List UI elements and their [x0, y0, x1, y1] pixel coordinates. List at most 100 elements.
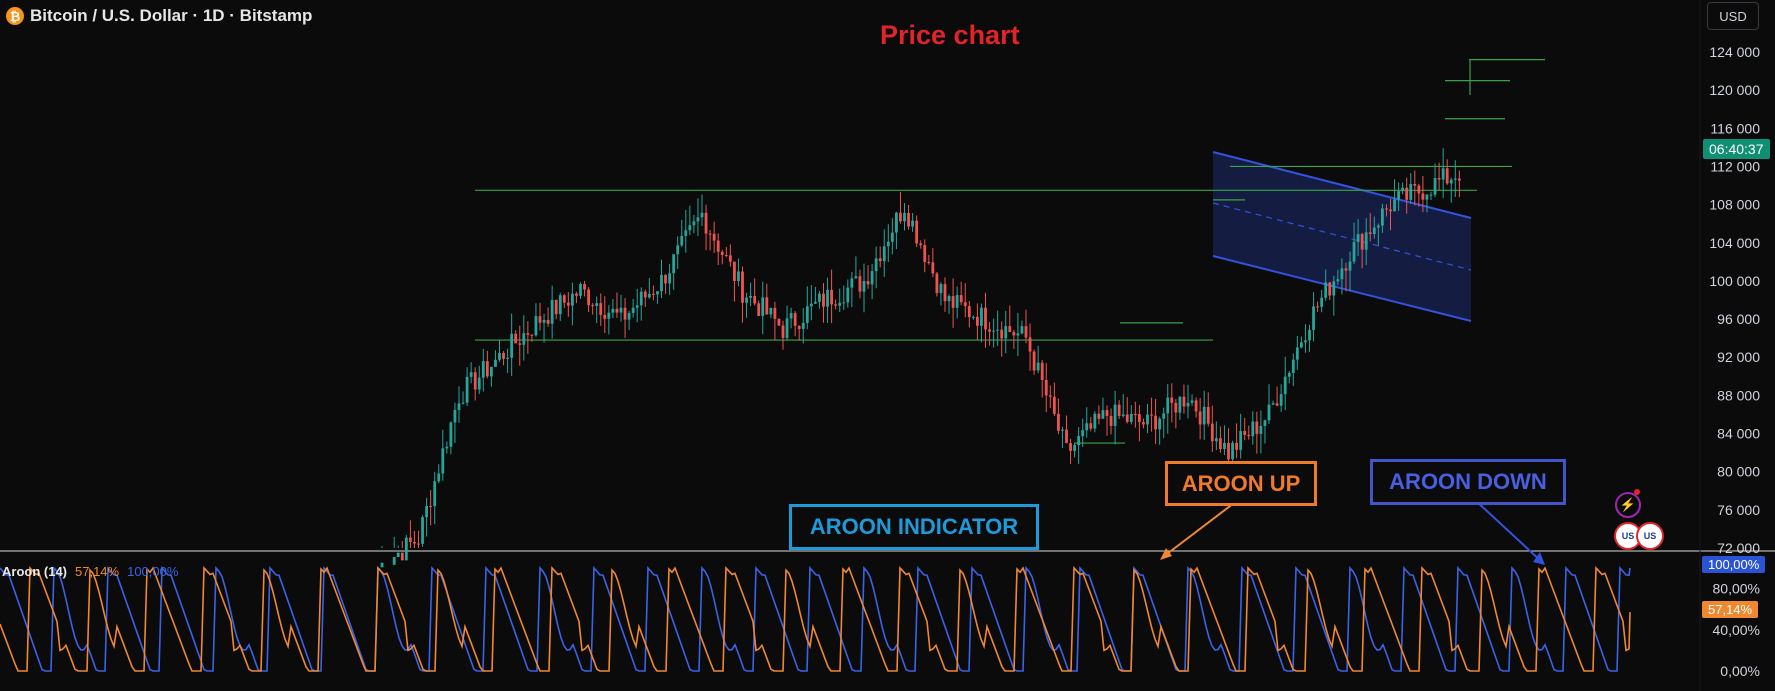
- candle-body: [777, 318, 781, 326]
- candle-body: [627, 312, 631, 320]
- lightning-icon[interactable]: ⚡: [1615, 492, 1641, 518]
- candle-body: [1381, 208, 1384, 226]
- candle-body: [1336, 279, 1340, 282]
- candle-body: [558, 295, 562, 315]
- candle-body: [1113, 404, 1117, 426]
- candle-body: [1008, 326, 1012, 333]
- candle-body: [769, 307, 773, 315]
- candle-body: [967, 306, 971, 318]
- candle-body: [631, 307, 635, 313]
- symbol-header[interactable]: ₿ Bitcoin / U.S. Dollar · 1D · Bitstamp: [6, 6, 312, 26]
- candle-body: [1437, 178, 1441, 180]
- candle-body: [793, 313, 797, 326]
- candle-body: [1401, 187, 1405, 192]
- candle-body: [1324, 282, 1328, 298]
- candle-body: [830, 289, 833, 305]
- candle-body: [1117, 404, 1121, 416]
- candle-body: [526, 333, 530, 335]
- candle-body: [542, 319, 546, 323]
- candle-body: [814, 301, 817, 304]
- candle-body: [733, 261, 736, 281]
- candle-body: [971, 316, 975, 318]
- candle-body: [522, 333, 526, 345]
- candle-body: [818, 293, 821, 302]
- candle-body: [433, 481, 437, 507]
- candle-body: [1405, 187, 1409, 200]
- price-tick-label: 96 000: [1717, 311, 1760, 327]
- candle-body: [1445, 168, 1449, 184]
- candle-body: [886, 241, 890, 247]
- candle-body: [485, 361, 489, 377]
- candle-body: [409, 537, 412, 542]
- candle-body: [741, 271, 744, 303]
- candle-body: [882, 246, 886, 262]
- channel-upper-line: [1212, 151, 1472, 219]
- candle-body: [591, 305, 595, 307]
- candle-body: [400, 552, 404, 561]
- candle-body: [1133, 413, 1137, 415]
- candle-body: [692, 221, 696, 226]
- candle-body: [1376, 225, 1380, 228]
- candle-body: [858, 276, 862, 292]
- candle-body: [1125, 414, 1129, 422]
- candle-body: [822, 293, 825, 307]
- candle-body: [1235, 442, 1238, 450]
- candle-body: [1077, 436, 1081, 446]
- price-tick-label: 100 000: [1709, 273, 1760, 289]
- candle-body: [1012, 332, 1016, 336]
- bitcoin-icon: ₿: [6, 7, 24, 25]
- horizontal-levels: [475, 59, 1545, 444]
- candle-body: [1219, 438, 1222, 450]
- candle-body: [704, 212, 708, 234]
- candle-body: [862, 281, 866, 292]
- aroon-legend[interactable]: Aroon (14) 57,14% 100,00%: [2, 564, 178, 579]
- candle-body: [797, 325, 801, 329]
- candle-body: [947, 295, 951, 302]
- price-tick-label: 84 000: [1717, 426, 1760, 442]
- candle-body: [903, 212, 906, 222]
- candle-body: [647, 293, 651, 298]
- candle-body: [809, 303, 813, 307]
- candle-body: [1231, 442, 1234, 460]
- price-tick-label: 92 000: [1717, 349, 1760, 365]
- candle-body: [1356, 234, 1360, 242]
- candle-body: [1239, 431, 1243, 450]
- candle-body: [457, 403, 461, 411]
- candle-body: [538, 316, 542, 323]
- candle-body: [1214, 438, 1218, 442]
- aroon-up-value: 57,14%: [75, 564, 120, 579]
- candle-body: [1129, 413, 1133, 422]
- candle-body: [895, 212, 898, 233]
- candle-body: [1421, 193, 1425, 200]
- candle-body: [587, 289, 590, 306]
- candle-body: [421, 517, 424, 544]
- candle-body: [838, 302, 842, 306]
- candle-body: [1170, 397, 1174, 403]
- candle-body: [826, 289, 829, 307]
- currency-button[interactable]: USD: [1707, 2, 1759, 30]
- candle-body: [643, 291, 647, 298]
- candle-body: [1243, 431, 1247, 435]
- candle-body: [546, 319, 550, 324]
- candle-body: [441, 448, 445, 474]
- aroon-down-callout: AROON DOWN: [1370, 459, 1566, 505]
- candle-body: [445, 446, 449, 449]
- candle-body: [1227, 442, 1230, 460]
- candle-body: [1061, 429, 1064, 431]
- candle-body: [429, 505, 433, 507]
- callout-arrows: [1160, 499, 1545, 565]
- aroon-down-line: [0, 565, 1631, 672]
- candle-body: [870, 271, 874, 285]
- countdown-label: 06:40:37: [1703, 139, 1770, 159]
- candle-body: [494, 359, 497, 367]
- candle-body: [931, 262, 935, 274]
- candle-body: [890, 232, 894, 242]
- candle-body: [696, 217, 700, 222]
- us-flag-icon[interactable]: US: [1636, 522, 1664, 550]
- aroon-name: Aroon (14): [2, 564, 67, 579]
- candle-body: [761, 297, 765, 316]
- candle-body: [1085, 423, 1089, 431]
- candle-body: [1000, 329, 1004, 339]
- candle-body: [1271, 403, 1275, 405]
